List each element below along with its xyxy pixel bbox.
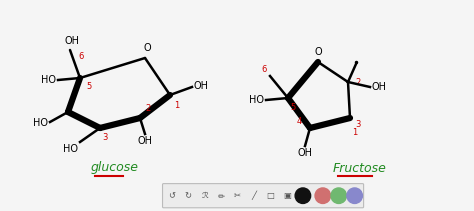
Text: OH: OH [298, 148, 312, 158]
Circle shape [331, 188, 346, 203]
Text: OH: OH [372, 82, 387, 92]
Text: 3: 3 [355, 120, 360, 129]
Text: 6: 6 [78, 51, 83, 61]
Text: 5: 5 [86, 82, 91, 91]
Text: ▣: ▣ [283, 191, 291, 200]
Text: OH: OH [194, 81, 209, 91]
Text: 6: 6 [262, 65, 267, 74]
Text: 2: 2 [145, 104, 150, 113]
Text: ↻: ↻ [184, 191, 191, 200]
Text: ╱: ╱ [252, 191, 256, 200]
Text: 1: 1 [352, 128, 357, 137]
Text: 4: 4 [297, 117, 302, 126]
Text: HO: HO [249, 95, 264, 105]
Text: O: O [314, 47, 322, 57]
Text: ℛ: ℛ [201, 191, 208, 200]
Text: ↺: ↺ [168, 191, 175, 200]
Text: ✂: ✂ [234, 191, 241, 200]
Text: OH: OH [137, 136, 153, 146]
Circle shape [347, 188, 363, 203]
Text: HO: HO [63, 144, 78, 154]
Circle shape [315, 188, 330, 203]
Text: HO: HO [33, 118, 48, 128]
FancyBboxPatch shape [163, 184, 364, 208]
Circle shape [295, 188, 310, 203]
Text: OH: OH [64, 36, 80, 46]
Text: □: □ [266, 191, 274, 200]
Text: glucose: glucose [91, 161, 139, 174]
Text: 2: 2 [355, 78, 360, 87]
Text: 3: 3 [102, 133, 108, 142]
Text: HO: HO [41, 75, 56, 85]
Text: 5: 5 [290, 103, 295, 112]
Text: O: O [143, 43, 151, 53]
Text: Fructose: Fructose [333, 161, 387, 174]
Text: ✏: ✏ [218, 191, 225, 200]
Text: 1: 1 [174, 101, 179, 110]
